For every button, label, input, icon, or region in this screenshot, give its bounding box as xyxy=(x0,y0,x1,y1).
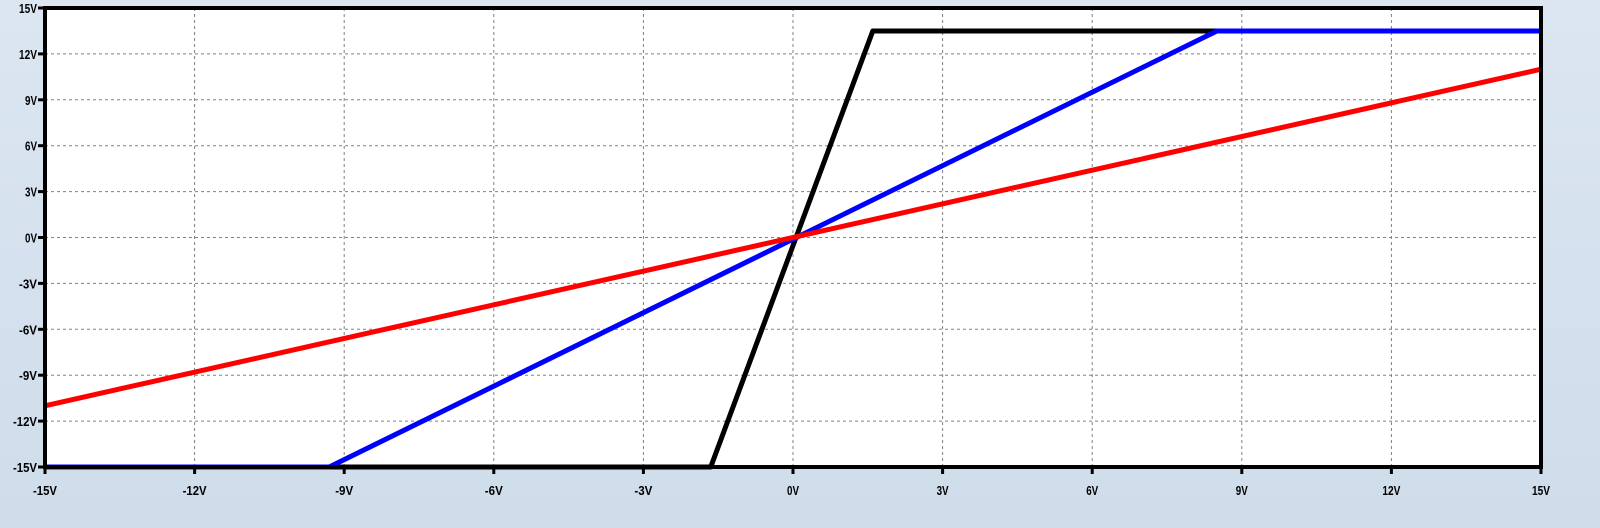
y-tick-label-1: 12V xyxy=(19,47,37,62)
x-tick-label-3: -6V xyxy=(485,483,503,498)
series-line-2 xyxy=(44,66,1542,409)
y-tick-label-2: 9V xyxy=(25,93,37,108)
x-tick-label-10: 15V xyxy=(1532,483,1550,498)
y-tick-label-6: -3V xyxy=(19,276,37,291)
x-tick-label-4: -3V xyxy=(634,483,652,498)
y-tick-label-4: 3V xyxy=(25,185,37,200)
x-tick-label-8: 9V xyxy=(1236,483,1248,498)
y-tick-label-8: -9V xyxy=(19,368,37,383)
x-tick-label-0: -15V xyxy=(33,483,57,498)
y-tick-label-7: -6V xyxy=(19,322,37,337)
y-tick-label-9: -12V xyxy=(13,414,37,429)
y-tick-label-5: 0V xyxy=(25,231,37,246)
x-axis: -15V -12V -9V -6V -3V 0V 3V 6V 9V 12V 15V xyxy=(33,467,1550,498)
y-tick-label-0: 15V xyxy=(19,1,37,16)
x-tick-label-7: 6V xyxy=(1086,483,1098,498)
x-tick-label-1: -12V xyxy=(183,483,207,498)
x-tick-label-2: -9V xyxy=(335,483,353,498)
x-tick-label-5: 0V xyxy=(787,483,799,498)
x-tick-label-9: 12V xyxy=(1382,483,1400,498)
x-tick-label-6: 3V xyxy=(937,483,949,498)
y-tick-label-10: -15V xyxy=(13,460,37,475)
y-tick-label-3: 6V xyxy=(25,139,37,154)
y-axis: 15V 12V 9V 6V 3V 0V -3V -6V -9V -12V -15V xyxy=(13,1,45,475)
